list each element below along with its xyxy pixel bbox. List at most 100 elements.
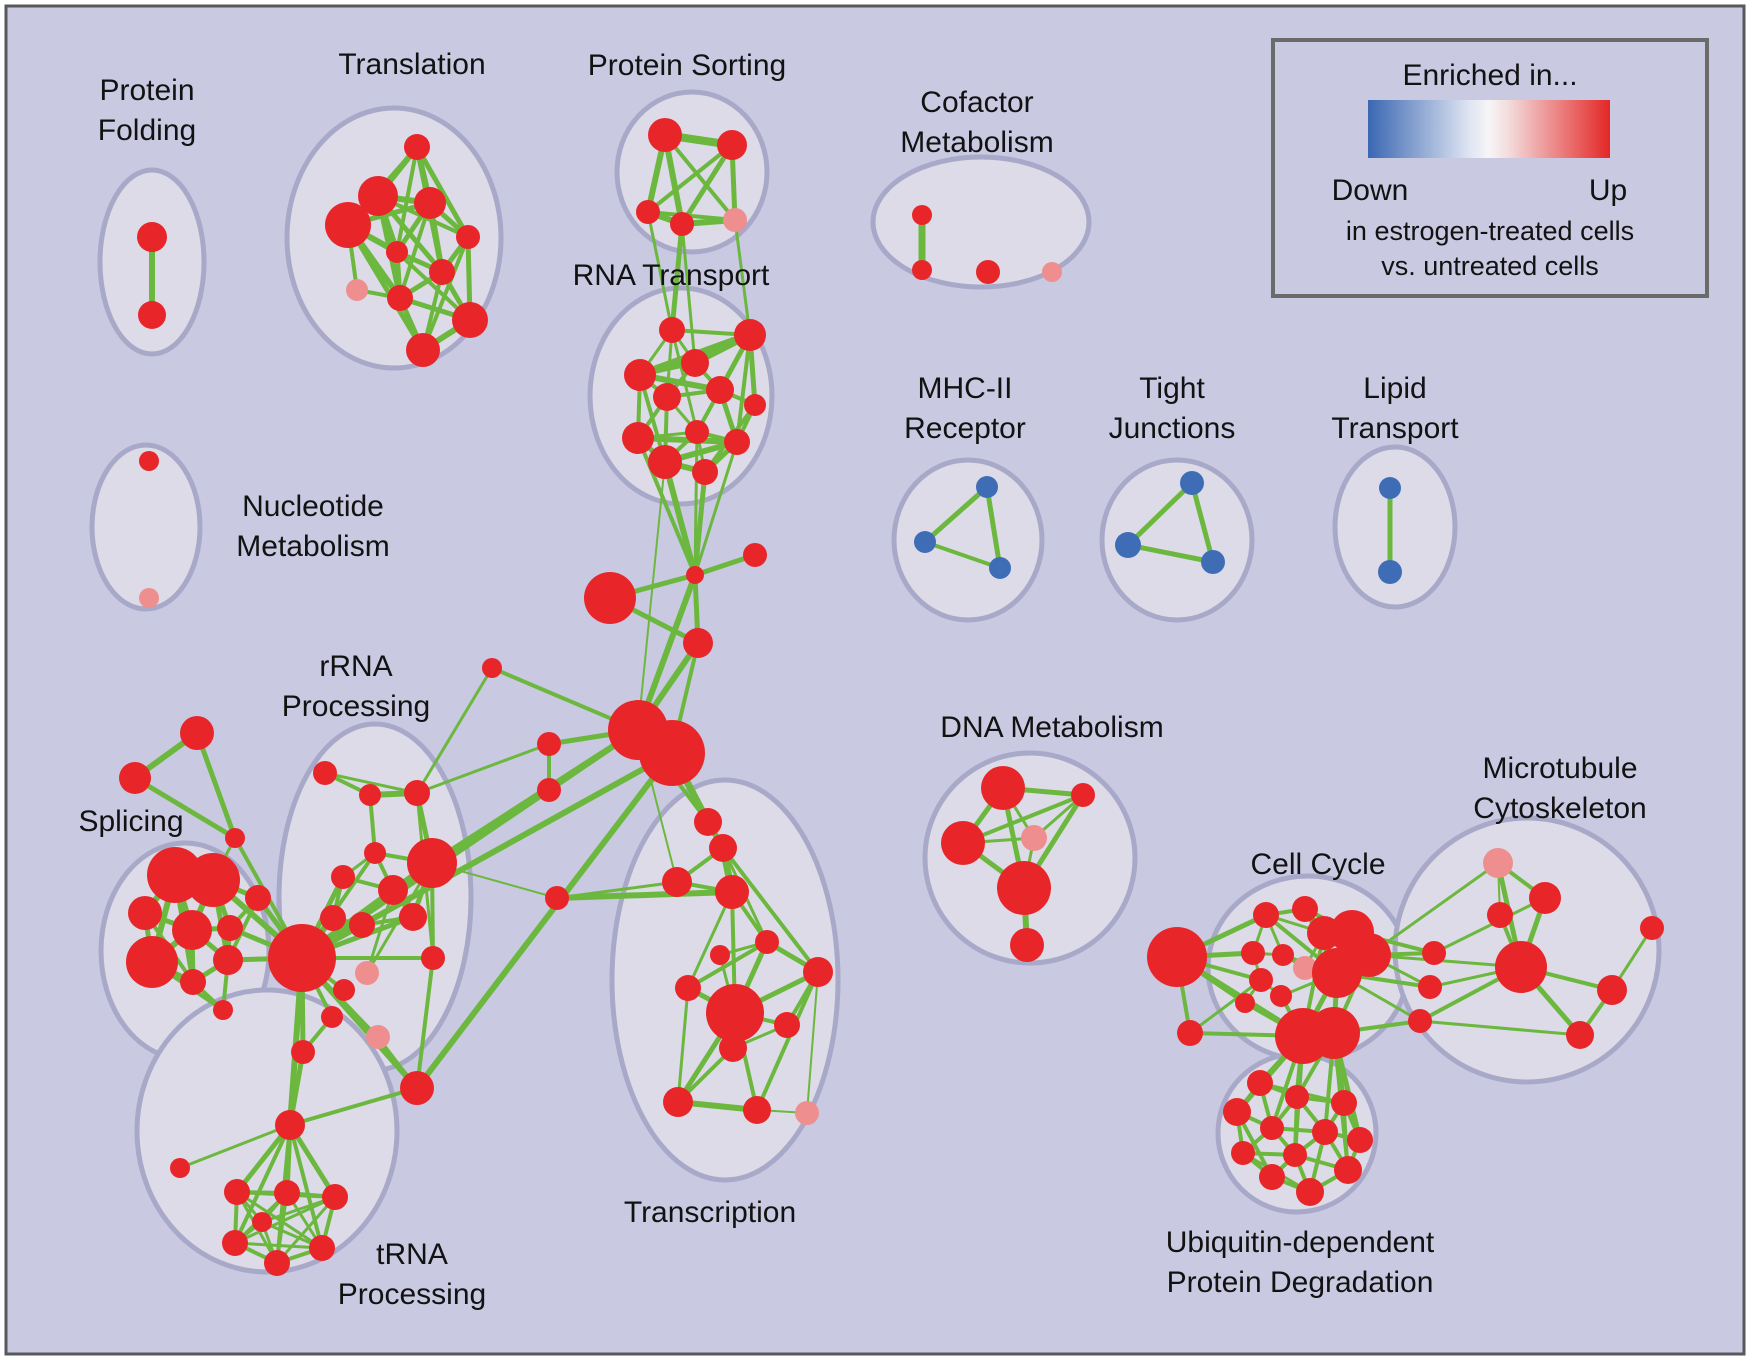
gene-set-node-r14 — [400, 1071, 434, 1105]
cluster-label-line: Microtubule — [1482, 752, 1637, 785]
gene-set-node-mt8 — [1597, 975, 1627, 1005]
gene-set-node-u7 — [1347, 1127, 1373, 1153]
gene-set-node-tj2 — [1115, 532, 1141, 558]
gene-set-node-rt5 — [653, 383, 681, 411]
cluster-label-line: DNA Metabolism — [940, 711, 1163, 744]
gene-set-node-rh — [268, 924, 336, 992]
gene-set-node-d6 — [1010, 928, 1044, 962]
edge-q1-r3 — [415, 742, 551, 795]
gene-set-node-sp4 — [172, 910, 212, 950]
edge-mt2-mt5 — [1432, 896, 1547, 955]
edge-tj2-tj3 — [1125, 542, 1216, 565]
edge-r17-x6 — [288, 1123, 324, 1250]
gene-set-node-m2 — [914, 531, 936, 553]
gene-set-node-pf1 — [137, 222, 167, 252]
gene-set-node-c10 — [1270, 985, 1292, 1007]
gene-set-node-x3 — [322, 1184, 348, 1210]
gene-set-node-d3 — [941, 821, 985, 865]
edge-x3-x4 — [233, 1195, 337, 1245]
cluster-label-line: Metabolism — [236, 530, 389, 563]
edge-mt7-mt9 — [1418, 1019, 1582, 1037]
gene-set-node-r18 — [333, 979, 355, 1001]
gene-set-node-u2 — [1285, 1085, 1309, 1109]
gene-set-node-tr7 — [710, 945, 730, 965]
gene-set-node-t1 — [404, 134, 430, 160]
gene-set-node-r5 — [331, 865, 355, 889]
gene-set-node-t5 — [456, 225, 480, 249]
gene-set-node-rt12 — [692, 459, 718, 485]
gene-set-node-x4 — [222, 1230, 248, 1256]
gene-set-node-c13 — [1235, 993, 1255, 1013]
gene-set-node-c15 — [1308, 1007, 1360, 1059]
cluster-label-splicing: Splicing — [78, 805, 183, 838]
gene-set-node-u11 — [1259, 1164, 1285, 1190]
edge-tr2-tr8 — [721, 846, 820, 974]
gene-set-node-r15 — [321, 1006, 343, 1028]
gene-set-node-m3 — [989, 557, 1011, 579]
gene-set-node-st3 — [225, 828, 245, 848]
cluster-label-protein-folding: Protein Folding — [98, 74, 196, 147]
gene-set-node-cm4 — [1042, 262, 1062, 282]
gene-set-node-r3 — [404, 780, 430, 806]
gene-set-node-r6 — [378, 875, 408, 905]
gene-set-node-sp10 — [213, 1000, 233, 1020]
gene-set-node-rt2 — [734, 319, 766, 351]
gene-set-node-u3 — [1331, 1090, 1357, 1116]
edge-tj1-tj3 — [1189, 480, 1216, 565]
cluster-label-line: Splicing — [78, 805, 183, 838]
edge-t1-t5 — [414, 144, 471, 240]
cluster-label-line: Protein Degradation — [1167, 1266, 1434, 1299]
cluster-label-protein-sorting: Protein Sorting — [588, 49, 786, 82]
edge-r14-r17 — [288, 1086, 419, 1127]
edge-r12-r14 — [415, 956, 435, 1090]
gene-set-node-rt9 — [622, 422, 654, 454]
gene-set-node-rt3 — [681, 349, 709, 377]
gene-set-node-c6 — [1241, 941, 1265, 965]
cluster-label-line: Processing — [282, 690, 430, 723]
edge-x4-x6 — [233, 1241, 324, 1250]
gene-set-node-j3 — [584, 572, 636, 624]
gene-set-node-t3 — [325, 202, 371, 248]
gene-set-node-nm1 — [139, 451, 159, 471]
edge-t3-t11 — [345, 222, 426, 353]
gene-set-node-nm2 — [139, 588, 159, 608]
cluster-label-line: RNA Transport — [573, 259, 770, 292]
legend-caption-line1: in estrogen-treated cells — [1346, 216, 1634, 246]
gene-set-node-u1 — [1247, 1070, 1273, 1096]
gene-set-node-mt3 — [1487, 902, 1513, 928]
gene-set-node-sp8 — [213, 945, 243, 975]
gene-set-node-ps5 — [723, 208, 747, 232]
gene-set-node-t2 — [358, 176, 398, 216]
gene-set-node-u10 — [1334, 1156, 1362, 1184]
cluster-label-lipid-transport: Lipid Transport — [1331, 372, 1459, 445]
gene-set-node-q0 — [482, 658, 502, 678]
gene-set-node-c2 — [1253, 902, 1279, 928]
gene-set-node-x7 — [252, 1212, 272, 1232]
cluster-label-nucleotide-metabolism: Nucleotide Metabolism — [236, 490, 389, 563]
gene-set-node-tr13 — [663, 1087, 693, 1117]
gene-set-node-sp7 — [126, 936, 178, 988]
gene-set-node-u5 — [1260, 1116, 1284, 1140]
legend-box — [1271, 38, 1709, 298]
gene-set-node-st2 — [119, 762, 151, 794]
gene-set-node-r4 — [364, 842, 386, 864]
cluster-label-translation: Translation — [338, 48, 485, 81]
gene-set-node-r13 — [366, 1025, 390, 1049]
edge-r17-tl — [178, 1123, 292, 1170]
gene-set-node-sp2 — [186, 853, 240, 907]
gene-set-node-sp3 — [128, 896, 162, 930]
nodes-layer — [119, 118, 1664, 1276]
cluster-label-line: Lipid — [1363, 372, 1426, 405]
gene-set-node-t8 — [346, 279, 368, 301]
gene-set-node-tj1 — [1180, 471, 1204, 495]
cluster-label-cofactor-metabolism: Cofactor Metabolism — [900, 86, 1053, 159]
gene-set-node-q1 — [537, 732, 561, 756]
gene-set-node-tr5 — [545, 886, 569, 910]
gene-set-node-tr8 — [803, 957, 833, 987]
gene-set-node-r12 — [421, 946, 445, 970]
gene-set-node-tr14 — [743, 1096, 771, 1124]
edge-x3-x5 — [275, 1195, 337, 1265]
gene-set-node-u12 — [1296, 1178, 1324, 1206]
gene-set-node-ps2 — [717, 130, 747, 160]
